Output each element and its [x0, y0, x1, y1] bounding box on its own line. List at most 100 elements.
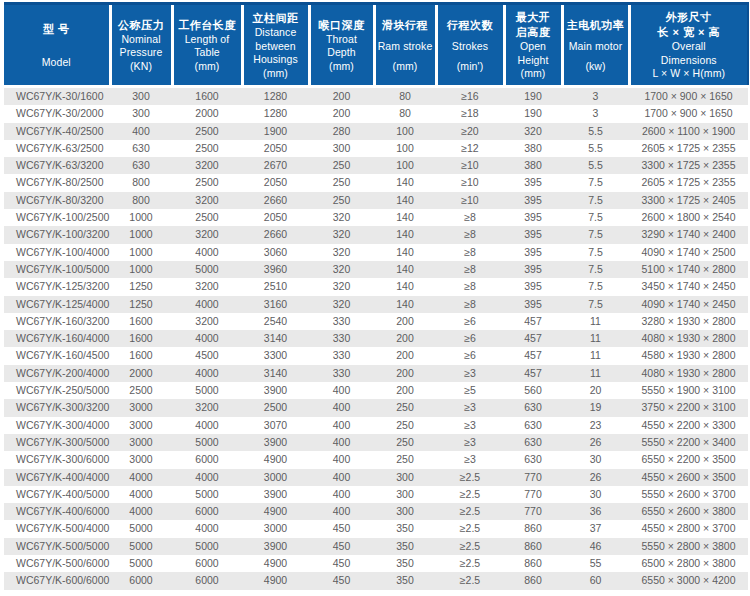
cell-table-length: 4000: [172, 296, 242, 313]
cell-ram-stroke: 350: [374, 520, 436, 537]
cell-open-height: 457: [504, 347, 562, 364]
cell-throat-depth: 200: [309, 105, 374, 122]
cell-throat-depth: 330: [309, 365, 374, 382]
cell-table-length: 5000: [172, 486, 242, 503]
cell-strokes: ≥2.5: [436, 555, 504, 572]
cell-nominal-pressure: 4000: [110, 469, 172, 486]
table-row: WC67Y/K-400/5000400050003900400300≥2.577…: [4, 486, 748, 503]
column-header-open-height-zh: 启高度: [516, 25, 551, 39]
table-row: WC67Y/K-100/5000100050003960320140≥83957…: [4, 261, 748, 278]
cell-nominal-pressure: 1250: [110, 278, 172, 295]
cell-throat-depth: 330: [309, 330, 374, 347]
cell-table-length: 6000: [172, 503, 242, 520]
cell-housing-distance: 1900: [242, 123, 309, 140]
column-header-housing-distance-en: between: [255, 40, 295, 53]
cell-housing-distance: 3300: [242, 347, 309, 364]
table-row: WC67Y/K-200/4000200040003140330200≥34571…: [4, 365, 748, 382]
cell-table-length: 4500: [172, 347, 242, 364]
cell-housing-distance: 2050: [242, 209, 309, 226]
cell-nominal-pressure: 1600: [110, 330, 172, 347]
cell-ram-stroke: 140: [374, 278, 436, 295]
cell-ram-stroke: 100: [374, 140, 436, 157]
cell-ram-stroke: 100: [374, 123, 436, 140]
cell-strokes: ≥2.5: [436, 469, 504, 486]
table-row: WC67Y/K-600/6000600060004900450350≥2.586…: [4, 572, 748, 589]
cell-housing-distance: 3060: [242, 244, 309, 261]
cell-nominal-pressure: 1000: [110, 226, 172, 243]
cell-model: WC67Y/K-250/5000: [4, 382, 110, 399]
cell-model: WC67Y/K-600/6000: [4, 572, 110, 589]
cell-throat-depth: 200: [309, 87, 374, 106]
cell-main-motor: 7.5: [562, 209, 629, 226]
table-row: WC67Y/K-125/4000125040003160320140≥83957…: [4, 296, 748, 313]
cell-main-motor: 36: [562, 503, 629, 520]
cell-main-motor: 55: [562, 555, 629, 572]
cell-throat-depth: 320: [309, 226, 374, 243]
cell-throat-depth: 450: [309, 555, 374, 572]
column-header-ram-stroke-en: Ram stroke: [378, 40, 433, 53]
cell-model: WC67Y/K-200/4000: [4, 365, 110, 382]
column-header-throat-depth-en: Throat: [326, 33, 357, 46]
table-row: WC67Y/K-300/3200300032002500400250≥36301…: [4, 399, 748, 416]
cell-open-height: 860: [504, 520, 562, 537]
cell-nominal-pressure: 4000: [110, 486, 172, 503]
cell-ram-stroke: 200: [374, 382, 436, 399]
cell-strokes: ≥20: [436, 123, 504, 140]
cell-housing-distance: 2660: [242, 192, 309, 209]
column-header-ram-stroke-en: (mm): [393, 60, 418, 73]
cell-table-length: 3200: [172, 192, 242, 209]
table-row: WC67Y/K-500/4000500040003000450350≥2.586…: [4, 520, 748, 537]
cell-nominal-pressure: 1000: [110, 261, 172, 278]
cell-open-height: 860: [504, 555, 562, 572]
column-header-open-height: 最大开启高度OpenHeight(mm): [504, 4, 562, 87]
cell-overall-dimensions: 5550 × 2800 × 3800: [629, 538, 748, 555]
cell-main-motor: 3: [562, 105, 629, 122]
cell-nominal-pressure: 5000: [110, 555, 172, 572]
column-header-nominal-pressure-en: Nominal: [121, 33, 160, 46]
cell-model: WC67Y/K-30/1600: [4, 87, 110, 106]
cell-model: WC67Y/K-80/2500: [4, 174, 110, 191]
spec-table-header: 型 号Model公称压力NominalPressure(KN)工作台长度Leng…: [4, 4, 748, 87]
cell-housing-distance: 3140: [242, 330, 309, 347]
cell-housing-distance: 3000: [242, 469, 309, 486]
cell-housing-distance: 3000: [242, 520, 309, 537]
cell-nominal-pressure: 300: [110, 87, 172, 106]
cell-table-length: 2500: [172, 209, 242, 226]
cell-overall-dimensions: 4550 × 2200 × 3300: [629, 417, 748, 434]
column-header-housing-distance: 立柱间距DistancebetweenHousings(mm): [242, 4, 309, 87]
column-header-strokes-en: Strokes: [452, 40, 488, 53]
cell-ram-stroke: 300: [374, 503, 436, 520]
cell-main-motor: 7.5: [562, 261, 629, 278]
column-header-table-length-zh: 工作台长度: [178, 18, 236, 32]
cell-main-motor: 7.5: [562, 278, 629, 295]
cell-housing-distance: 4900: [242, 451, 309, 468]
cell-model: WC67Y/K-160/3200: [4, 313, 110, 330]
cell-model: WC67Y/K-300/3200: [4, 399, 110, 416]
column-header-overall-dimensions-en: Overall: [672, 40, 706, 53]
table-row: WC67Y/K-30/20003002000128020080≥18190317…: [4, 105, 748, 122]
column-header-open-height-en: Open: [520, 40, 546, 53]
cell-main-motor: 11: [562, 330, 629, 347]
cell-table-length: 3200: [172, 399, 242, 416]
cell-strokes: ≥10: [436, 157, 504, 174]
cell-ram-stroke: 140: [374, 192, 436, 209]
cell-ram-stroke: 200: [374, 313, 436, 330]
cell-model: WC67Y/K-500/6000: [4, 555, 110, 572]
column-header-main-motor-en: Main motor: [569, 40, 623, 53]
column-header-overall-dimensions-en: L × W × H(mm): [652, 67, 725, 80]
cell-ram-stroke: 250: [374, 399, 436, 416]
cell-nominal-pressure: 1600: [110, 347, 172, 364]
table-row: WC67Y/K-250/5000250050003900400200≥55602…: [4, 382, 748, 399]
cell-model: WC67Y/K-300/5000: [4, 434, 110, 451]
cell-overall-dimensions: 2605 × 1725 × 2355: [629, 140, 748, 157]
table-row: WC67Y/K-160/3200160032002540330200≥64571…: [4, 313, 748, 330]
cell-housing-distance: 2540: [242, 313, 309, 330]
cell-table-length: 4000: [172, 520, 242, 537]
cell-nominal-pressure: 1250: [110, 296, 172, 313]
cell-open-height: 770: [504, 503, 562, 520]
cell-strokes: ≥10: [436, 192, 504, 209]
cell-open-height: 630: [504, 399, 562, 416]
cell-throat-depth: 400: [309, 417, 374, 434]
cell-nominal-pressure: 1000: [110, 209, 172, 226]
cell-model: WC67Y/K-400/6000: [4, 503, 110, 520]
